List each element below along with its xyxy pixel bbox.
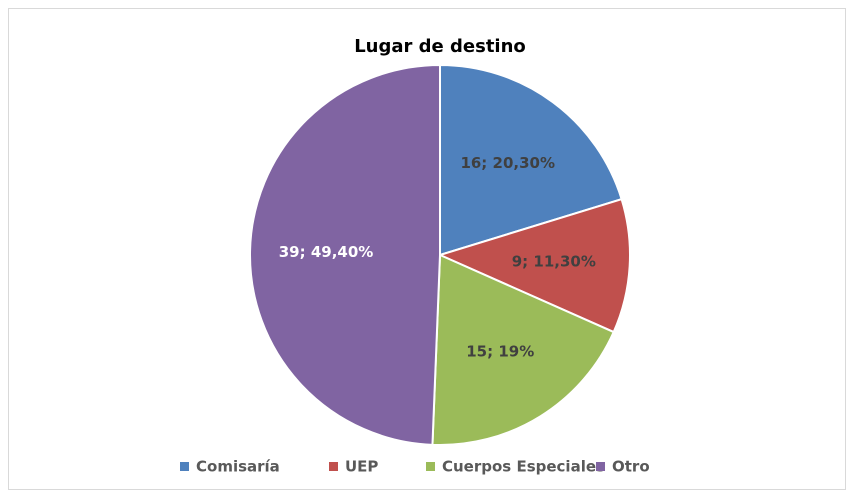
data-label: 15; 19% <box>466 342 534 360</box>
legend-label: Otro <box>612 458 650 476</box>
legend-swatch <box>180 462 189 471</box>
legend-label: UEP <box>345 458 378 476</box>
pie-slice <box>437 197 631 334</box>
legend-swatch <box>426 462 435 471</box>
data-label: 9; 11,30% <box>512 252 596 270</box>
legend-label: Comisaría <box>196 458 280 476</box>
legend-label: Cuerpos Especiales <box>442 458 605 476</box>
legend-swatch <box>329 462 338 471</box>
chart-title: Lugar de destino <box>354 36 526 57</box>
data-label: 39; 49,40% <box>279 243 374 261</box>
data-label: 16; 20,30% <box>460 154 555 172</box>
pie-slice <box>431 253 615 446</box>
pie-slice <box>439 63 623 257</box>
legend-swatch <box>596 462 605 471</box>
pie-slice <box>249 63 441 446</box>
